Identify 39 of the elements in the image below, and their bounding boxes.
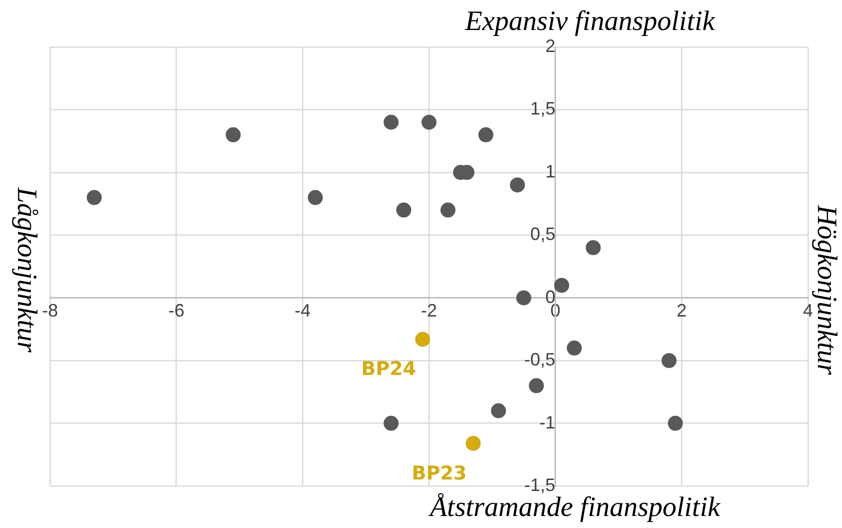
annotation: BP23 — [412, 462, 467, 484]
x-tick-label: 4 — [802, 300, 814, 321]
point — [528, 378, 544, 394]
point — [440, 202, 456, 218]
point — [415, 332, 430, 347]
y2-axis-title: Högkonjunktur — [811, 205, 842, 375]
y-tick-label: 0,5 — [530, 224, 556, 244]
point — [226, 127, 241, 142]
point — [384, 114, 399, 130]
point — [490, 403, 506, 418]
point — [86, 190, 102, 206]
point — [308, 190, 323, 206]
point — [662, 353, 677, 368]
x-tick-label: -2 — [420, 300, 438, 321]
x-tick-label: -8 — [42, 300, 58, 321]
y-tick-label: -1 — [539, 412, 556, 432]
point — [516, 290, 532, 306]
point — [422, 114, 436, 130]
x-tick-label: 2 — [676, 300, 687, 321]
y-axis-title: Lågkonjunktur — [10, 188, 42, 352]
point — [586, 240, 601, 256]
point — [396, 202, 412, 218]
y-tick-label: -0,5 — [524, 350, 556, 370]
x-axis-title: Åtstramande finanspolitik — [428, 492, 722, 524]
point — [668, 416, 683, 431]
y-tick-label: 2 — [545, 36, 556, 56]
point — [566, 340, 582, 356]
chart-title: Expansiv finanspolitik — [464, 6, 716, 38]
y-tick-label: 1,5 — [530, 98, 556, 119]
y-tick-label: 1 — [545, 161, 556, 182]
x-tick-label: -6 — [168, 300, 184, 321]
y-tick-label: -1,5 — [524, 474, 556, 495]
annotation: BP24 — [361, 358, 416, 380]
point — [554, 278, 570, 293]
point — [466, 436, 481, 451]
x-tick-label: -4 — [294, 300, 311, 321]
point — [510, 177, 525, 192]
point — [478, 127, 494, 142]
point — [384, 416, 399, 431]
